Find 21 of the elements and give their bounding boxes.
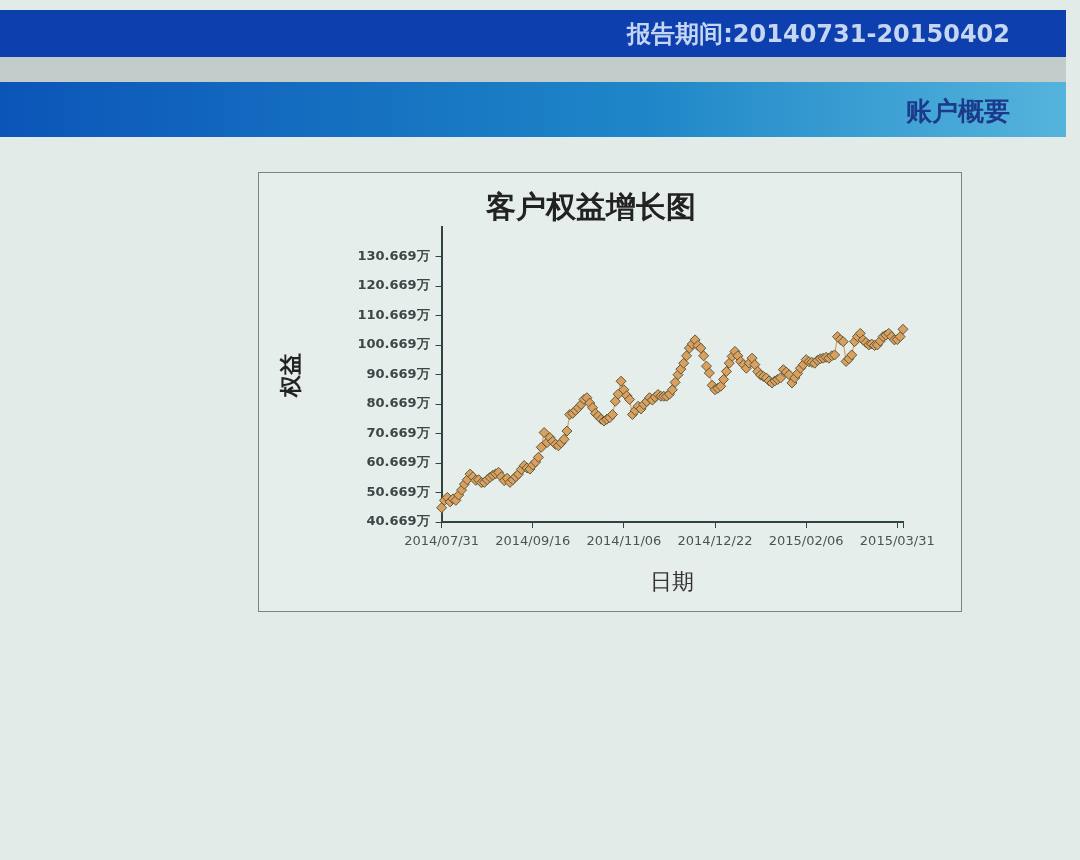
y-tick-label: 80.669万 [366, 395, 430, 411]
x-tick-label: 2015/03/31 [859, 533, 935, 549]
text: 报告期间:20140731-20150402 [627, 19, 1010, 50]
x-tick-label: 2015/02/06 [768, 533, 844, 549]
y-tick-label: 50.669万 [366, 483, 430, 499]
y-tick-label: 60.669万 [366, 454, 430, 470]
x-axis-title: 日期 [650, 568, 695, 594]
y-tick-label: 40.669万 [366, 513, 430, 529]
text: 账户概要 [906, 95, 1010, 128]
x-tick-label: 2014/12/22 [677, 533, 753, 549]
x-tick-label: 2014/09/16 [495, 533, 571, 549]
y-tick-label: 130.669万 [357, 247, 430, 263]
y-axis-title: 权益 [277, 352, 303, 398]
x-tick-label: 2014/07/31 [404, 533, 480, 549]
y-tick-label: 110.669万 [357, 306, 430, 322]
y-tick-label: 90.669万 [366, 365, 430, 381]
y-tick-label: 70.669万 [366, 424, 430, 440]
x-tick-label: 2014/11/06 [586, 533, 662, 549]
chart-title: 客户权益增长图 [485, 188, 696, 224]
y-tick-label: 120.669万 [357, 277, 430, 293]
y-tick-label: 100.669万 [357, 336, 430, 352]
